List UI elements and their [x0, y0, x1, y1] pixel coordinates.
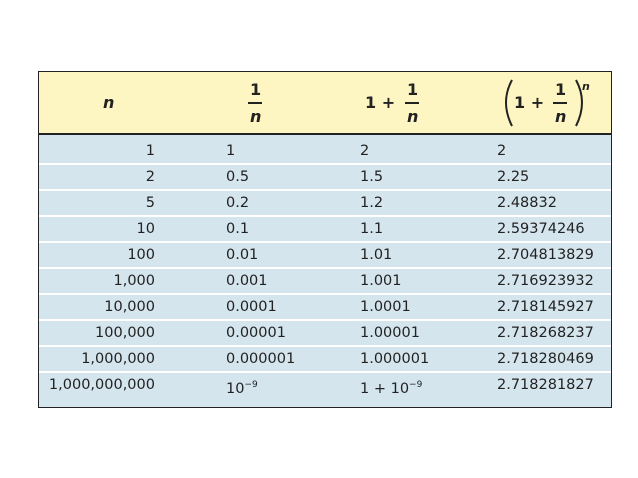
header-symbol: n [103, 93, 115, 112]
table-cell: 100 [127, 247, 155, 263]
table-cell: 2 [360, 143, 370, 159]
table-cell: 0.01 [226, 247, 259, 263]
row-separator [39, 371, 611, 373]
exponent: −9 [244, 380, 258, 390]
base: 1 + 10 [360, 381, 410, 397]
lead: 1 + [365, 93, 396, 112]
base: 10 [226, 381, 245, 397]
table-cell: 2.718268237 [497, 325, 594, 341]
table-cell: 0.0001 [226, 299, 277, 315]
table-header: n 1 n 1 + 1 n 1 + 1 n n [39, 72, 611, 135]
row-separator [39, 267, 611, 269]
fraction-bar [248, 102, 262, 104]
table-cell: 2.716923932 [497, 273, 594, 289]
table-cell: 2.718281827 [497, 377, 594, 393]
table: n 1 n 1 + 1 n 1 + 1 n n 1 1 2 2 2 0.5 1.5 2.25 5 0.2 1.2 2.4… [38, 71, 612, 408]
table-cell: 0.1 [226, 221, 250, 237]
table-cell: 1 [226, 143, 236, 159]
table-cell: 2.718145927 [497, 299, 594, 315]
fraction-bar [553, 102, 567, 104]
table-cell: 1.1 [360, 221, 384, 237]
table-cell: 2.48832 [497, 195, 557, 211]
table-cell: 2 [497, 143, 507, 159]
table-cell: 0.00001 [226, 325, 286, 341]
table-cell: 1,000,000 [81, 351, 155, 367]
row-separator [39, 345, 611, 347]
table-cell: 1.2 [360, 195, 384, 211]
table-cell: 2 [145, 169, 155, 185]
table-cell: 2.59374246 [497, 221, 585, 237]
row-separator [39, 215, 611, 217]
table-cell: 1.0001 [360, 299, 411, 315]
denominator: n [407, 107, 419, 126]
table-cell: 1.001 [360, 273, 402, 289]
table-cell: 2.704813829 [497, 247, 594, 263]
table-cell: 10−9 [226, 376, 258, 398]
table-cell: 0.000001 [226, 351, 296, 367]
table-cell: 10,000 [104, 299, 155, 315]
table-cell: 10 [136, 221, 155, 237]
numerator: 1 [250, 80, 262, 99]
row-separator [39, 189, 611, 191]
table-cell: 0.001 [226, 273, 268, 289]
table-cell: 2.718280469 [497, 351, 594, 367]
denominator: n [555, 107, 567, 126]
numerator: 1 [555, 80, 567, 99]
table-cell: 1.01 [360, 247, 393, 263]
row-separator [39, 241, 611, 243]
table-cell: 1.5 [360, 169, 384, 185]
numerator: 1 [407, 80, 419, 99]
row-separator [39, 319, 611, 321]
row-separator [39, 293, 611, 295]
table-cell: 1,000,000,000 [48, 377, 155, 393]
table-cell: 1 + 10−9 [360, 376, 422, 398]
lead: 1 + [514, 93, 545, 112]
denominator: n [250, 107, 262, 126]
row-separator [39, 163, 611, 165]
exponent: −9 [409, 380, 423, 390]
exponent: n [582, 80, 590, 93]
table-cell: 5 [145, 195, 155, 211]
table-cell: 1,000 [113, 273, 155, 289]
table-cell: 2.25 [497, 169, 530, 185]
table-cell: 0.2 [226, 195, 250, 211]
table-cell: 100,000 [95, 325, 155, 341]
table-cell: 0.5 [226, 169, 250, 185]
header-parentheses [505, 79, 583, 127]
table-cell: 1.00001 [360, 325, 420, 341]
table-cell: 1.000001 [360, 351, 430, 367]
table-cell: 1 [145, 143, 155, 159]
fraction-bar [405, 102, 419, 104]
